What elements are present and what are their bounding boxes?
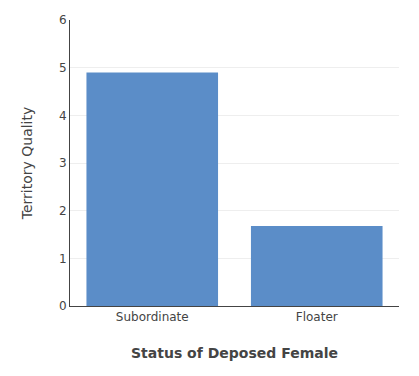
svg-text:Floater: Floater [296,310,338,324]
svg-text:0: 0 [59,299,67,313]
svg-text:4: 4 [59,109,67,123]
svg-text:3: 3 [59,156,67,170]
svg-text:2: 2 [59,204,67,218]
svg-text:5: 5 [59,61,67,75]
svg-text:Status of Deposed Female: Status of Deposed Female [131,345,338,361]
svg-text:1: 1 [59,252,67,266]
svg-text:Subordinate: Subordinate [116,310,189,324]
svg-text:Territory Quality: Territory Quality [19,107,35,221]
svg-text:6: 6 [59,13,67,27]
